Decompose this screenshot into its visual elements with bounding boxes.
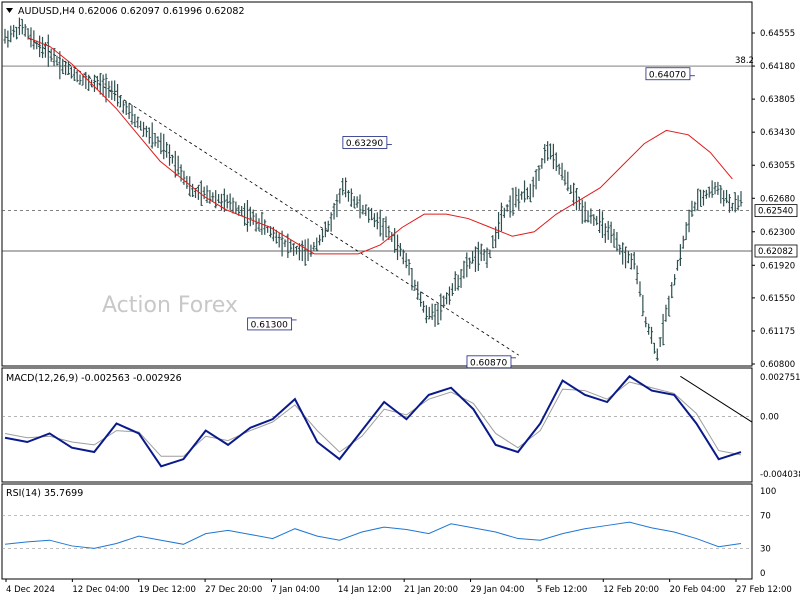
price-axis-marker (754, 204, 798, 218)
macd-line (4, 374, 742, 468)
macd-y-tick-label: 0.002751 (760, 373, 800, 383)
price-annotation-box (645, 67, 691, 81)
x-tick-label: 5 Feb 12:00 (537, 585, 587, 595)
price-axis-marker (754, 244, 798, 258)
price-annotation-box (466, 355, 512, 369)
price-y-tick-label: 0.63805 (760, 95, 795, 105)
price-panel: 38.2 0.61300 0.63290 0.60870 0.64070 (2, 17, 754, 369)
price-axis-marker-label: 0.62082 (758, 247, 793, 257)
x-tick-label: 4 Dec 2024 (6, 585, 55, 595)
rsi-y-tick-label: 100 (760, 487, 776, 497)
watermark: Action Forex (102, 293, 238, 318)
rsi-y-tick-label: 70 (760, 512, 771, 522)
x-tick-label: 14 Jan 12:00 (338, 585, 392, 595)
price-y-tick-label: 0.63430 (760, 128, 795, 138)
price-annotation-label: 0.61300 (251, 320, 288, 330)
x-tick-label: 27 Feb 12:00 (736, 585, 792, 595)
price-y-tick-label: 0.62300 (760, 228, 795, 238)
axes: 0.64555 0.64180 0.63805 0.63430 0.63055 0.626… (5, 29, 800, 595)
rsi-y-tick-label: 0 (760, 569, 765, 579)
price-chart-title: AUDUSD,H4 0.62006 0.62097 0.61996 0.6208… (18, 6, 245, 17)
fib-level-label: 38.2 (735, 56, 754, 66)
rsi-title: RSI(14) 35.7699 (6, 488, 83, 499)
dropdown-arrow-icon (6, 8, 13, 13)
price-annotation-label: 0.60870 (470, 358, 507, 368)
rsi-line (4, 521, 742, 549)
x-tick-label: 21 Jan 20:00 (404, 585, 458, 595)
price-y-tick-label: 0.61550 (760, 294, 795, 304)
macd-panel (2, 374, 753, 468)
x-tick-label: 20 Feb 04:00 (670, 585, 726, 595)
x-tick-label: 19 Dec 12:00 (139, 585, 196, 595)
rsi-y-tick-label: 30 (760, 544, 771, 554)
macd-y-tick-label: 0.00 (760, 412, 779, 422)
price-trendline (27, 37, 519, 356)
price-y-tick-label: 0.64180 (760, 62, 795, 72)
price-annotation-box (247, 317, 293, 331)
price-annotation-box (342, 136, 388, 149)
x-tick-label: 29 Jan 04:00 (471, 585, 525, 595)
panel-frames (1, 1, 753, 580)
price-annotation-label: 0.64070 (649, 70, 686, 80)
price-y-tick-label: 0.61175 (760, 327, 795, 337)
moving-average-line (27, 37, 733, 255)
macd-signal-line (4, 381, 742, 457)
price-annotation-label: 0.63290 (346, 139, 383, 149)
x-tick-label: 12 Feb 20:00 (603, 585, 659, 595)
price-y-tick-label: 0.64555 (760, 29, 795, 39)
price-y-tick-label: 0.62680 (760, 194, 795, 204)
macd-trendline (680, 375, 753, 423)
price-y-tick-label: 0.61920 (760, 261, 795, 271)
price-y-tick-label: 0.60800 (760, 360, 795, 370)
x-tick-label: 7 Jan 04:00 (271, 585, 319, 595)
price-axis-marker-label: 0.62540 (758, 207, 793, 217)
price-y-tick-label: 0.63055 (760, 161, 795, 171)
x-tick-label: 27 Dec 20:00 (205, 585, 262, 595)
x-tick-label: 12 Dec 04:00 (72, 585, 129, 595)
rsi-panel (2, 515, 752, 549)
macd-title: MACD(12,26,9) -0.002563 -0.002926 (6, 373, 182, 384)
macd-y-tick-label: -0.004038 (760, 470, 800, 480)
